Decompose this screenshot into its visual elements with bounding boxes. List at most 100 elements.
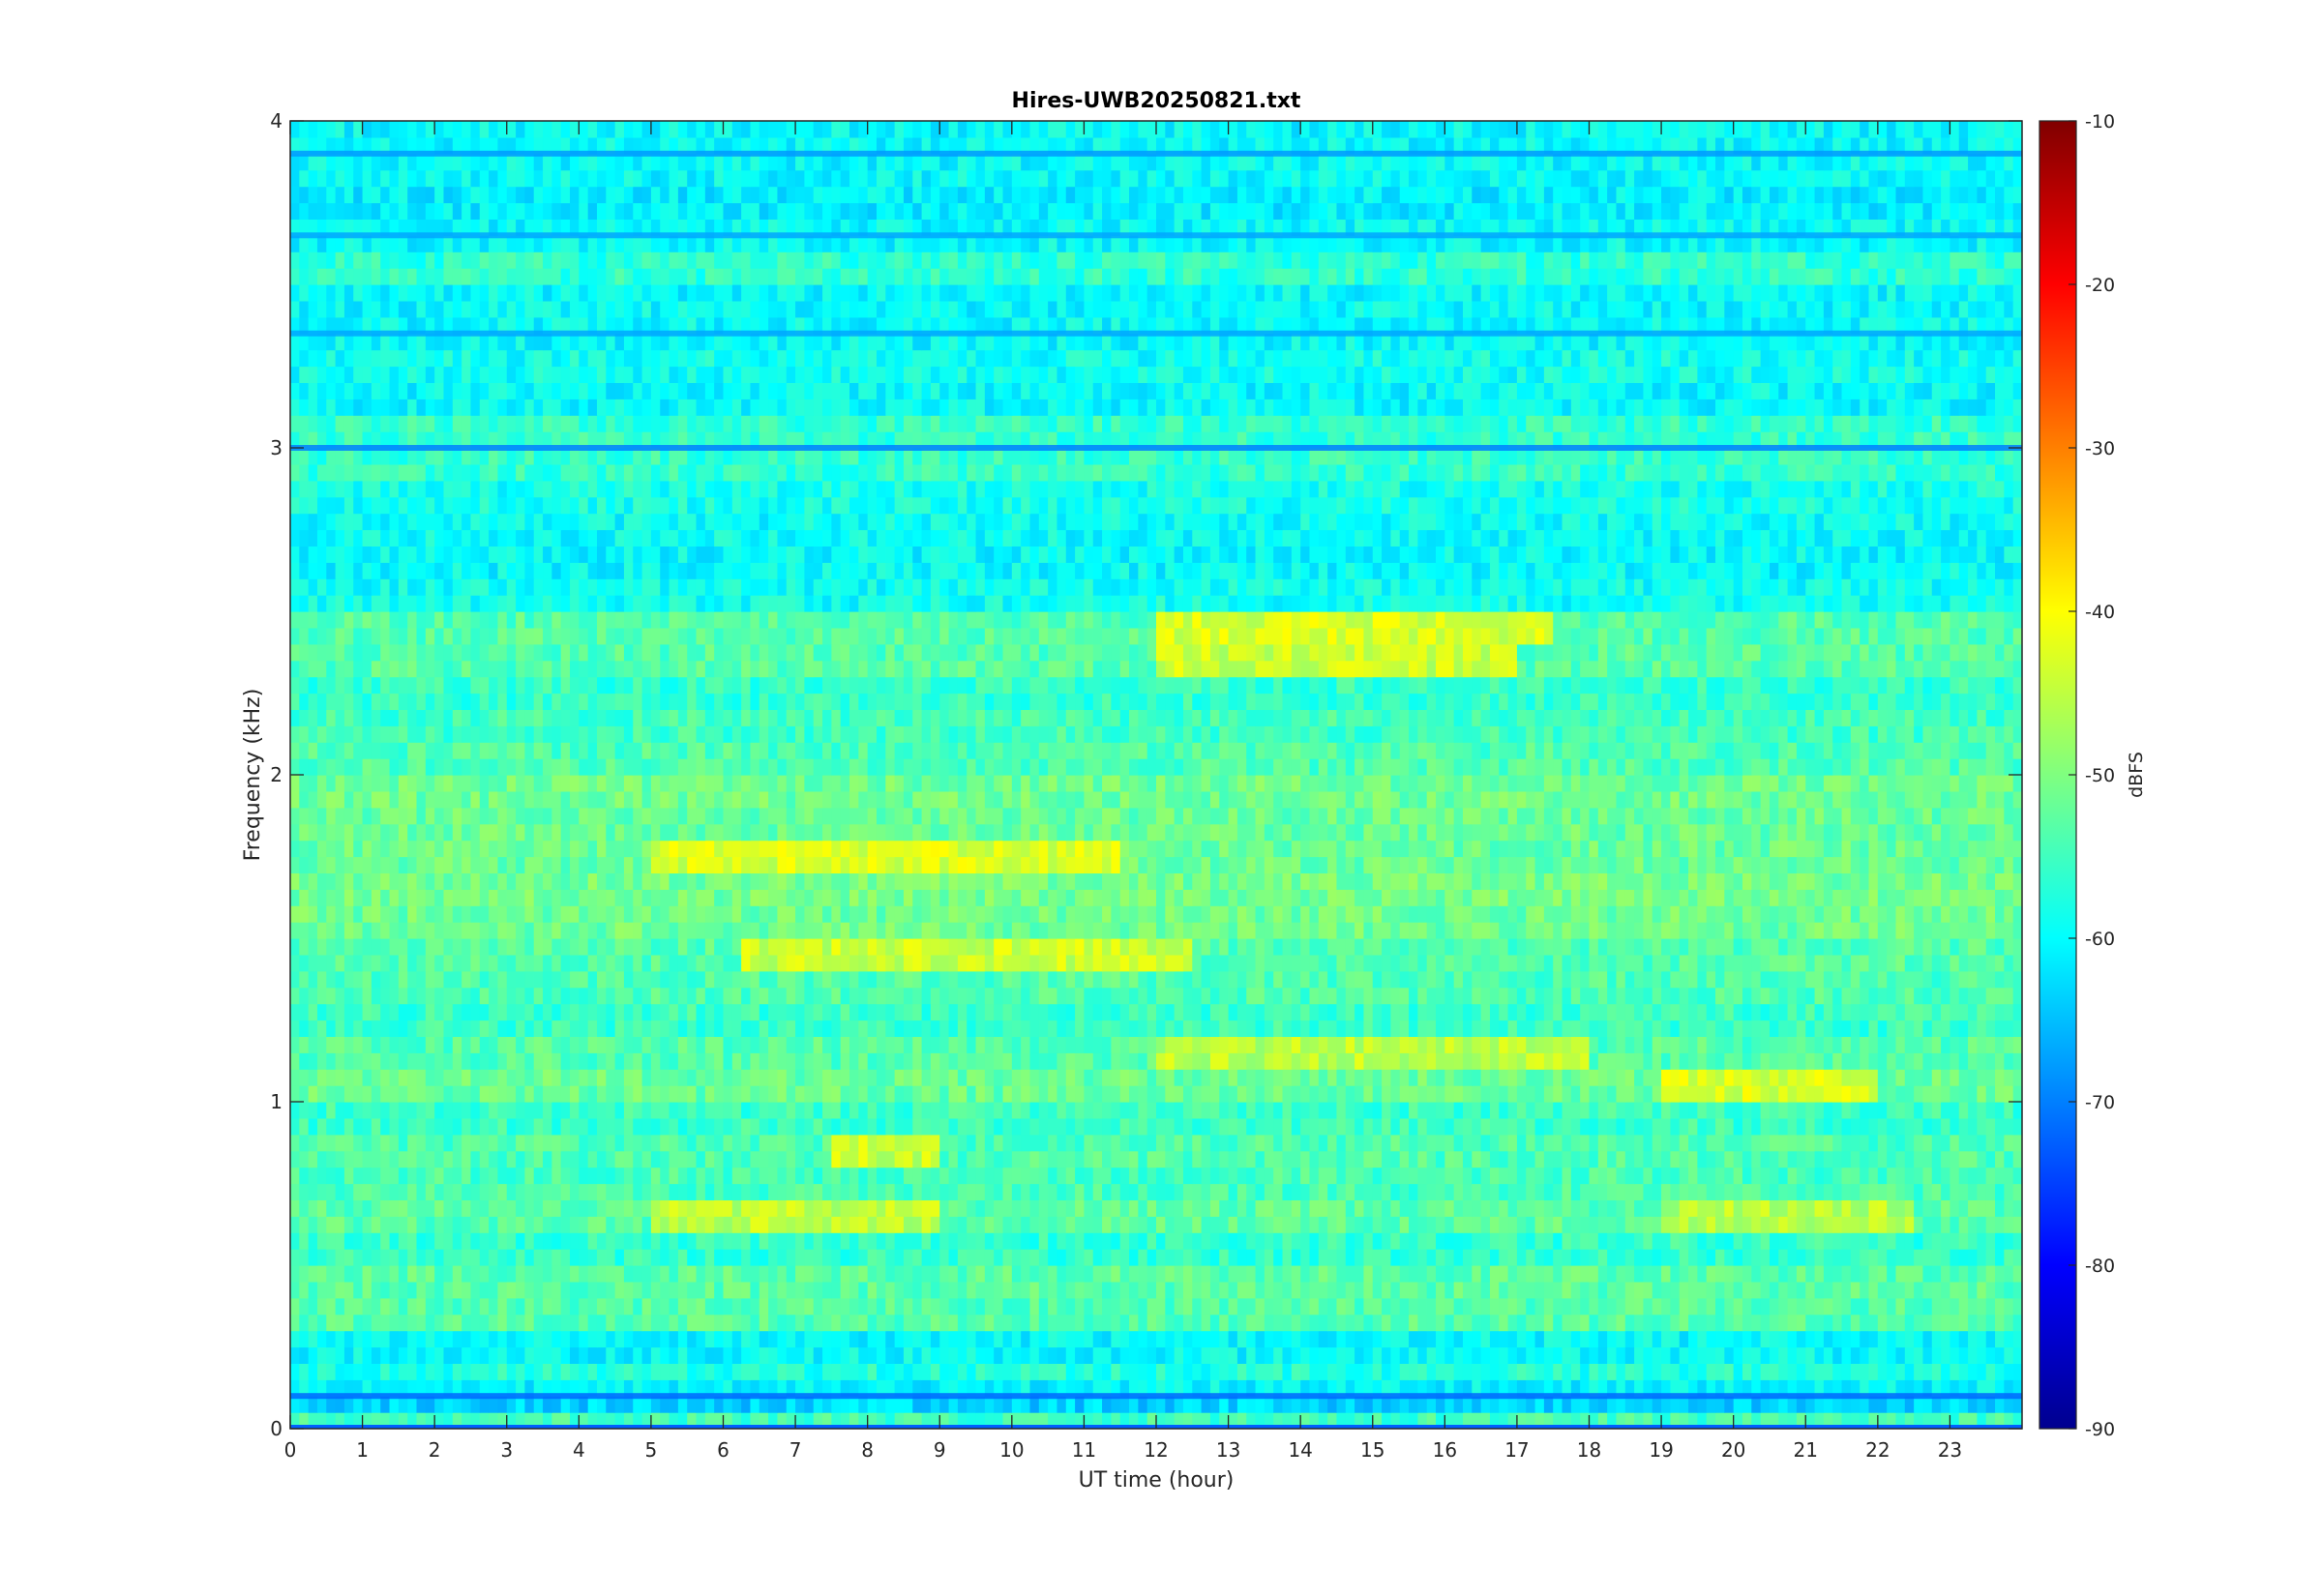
heatmap-cell: [1796, 1117, 1806, 1136]
heatmap-cell: [1796, 1249, 1806, 1266]
heatmap-cell: [1643, 1036, 1653, 1053]
heatmap-cell: [1643, 1052, 1653, 1070]
heatmap-cell: [1084, 1314, 1094, 1332]
heatmap-cell: [967, 1346, 977, 1364]
heatmap-cell: [1950, 1167, 1960, 1185]
heatmap-cell: [560, 1265, 571, 1283]
heatmap-cell: [2012, 1330, 2022, 1348]
heatmap-cell: [750, 1117, 760, 1136]
heatmap-cell: [1715, 1396, 1725, 1413]
heatmap-cell: [1092, 1003, 1103, 1021]
heatmap-cell: [614, 1265, 625, 1283]
heatmap-cell: [1318, 1412, 1328, 1429]
heatmap-cell: [1597, 1036, 1608, 1053]
heatmap-cell: [660, 1297, 670, 1315]
heatmap-cell: [1968, 1102, 1978, 1119]
heatmap-cell: [1914, 1020, 1924, 1037]
heatmap-cell: [912, 1412, 923, 1429]
heatmap-cell: [1850, 1085, 1861, 1103]
heatmap-cell: [1354, 1102, 1365, 1119]
heatmap-cell: [560, 1249, 571, 1266]
heatmap-cell: [1282, 1102, 1293, 1119]
heatmap-cell: [389, 1134, 400, 1152]
heatmap-cell: [1860, 1314, 1870, 1332]
heatmap-cell: [876, 1396, 886, 1413]
heatmap-cell: [1219, 1346, 1230, 1364]
heatmap-cell: [930, 1216, 940, 1233]
heatmap-cell: [1228, 1363, 1238, 1380]
heatmap-cell: [723, 1052, 733, 1070]
heatmap-cell: [1688, 1102, 1698, 1119]
heatmap-cell: [1688, 1346, 1698, 1364]
heatmap-cell: [1119, 1396, 1130, 1413]
heatmap-cell: [1832, 1052, 1843, 1070]
heatmap-cell: [1354, 1346, 1365, 1364]
heatmap-cell: [1914, 1379, 1924, 1397]
heatmap-cell: [650, 1265, 661, 1283]
heatmap-cell: [326, 1020, 337, 1037]
heatmap-cell: [290, 1216, 300, 1233]
heatmap-cell: [1904, 1117, 1915, 1136]
heatmap-cell: [723, 1379, 733, 1397]
heatmap-cell: [425, 1265, 435, 1283]
heatmap-cell: [1048, 1069, 1058, 1086]
heatmap-cell: [1570, 1363, 1581, 1380]
heatmap-cell: [831, 1199, 842, 1217]
heatmap-cell: [1228, 1330, 1238, 1348]
heatmap-cell: [1624, 1150, 1635, 1168]
heatmap-cell: [1733, 1085, 1743, 1103]
heatmap-cell: [1589, 1102, 1599, 1119]
heatmap-cell: [822, 1216, 832, 1233]
heatmap-cell: [479, 1232, 490, 1250]
heatmap-cell: [1805, 1363, 1816, 1380]
heatmap-cell: [470, 1379, 481, 1397]
heatmap-cell: [813, 1183, 823, 1200]
heatmap-cell: [389, 1085, 400, 1103]
heatmap-cell: [1065, 1069, 1076, 1086]
heatmap-cell: [894, 1249, 905, 1266]
heatmap-cell: [1436, 1036, 1445, 1053]
heatmap-cell: [1688, 1199, 1698, 1217]
heatmap-cell: [290, 1314, 300, 1332]
heatmap-cell: [1895, 1183, 1906, 1200]
heatmap-cell: [876, 1297, 886, 1315]
heatmap-cell: [506, 1330, 517, 1348]
heatmap-cell: [1354, 1167, 1365, 1185]
heatmap-cell: [1309, 1297, 1320, 1315]
heatmap-cell: [1958, 1003, 1969, 1021]
heatmap-cell: [641, 1003, 652, 1021]
heatmap-cell: [533, 1412, 544, 1429]
heatmap-cell: [1417, 1330, 1428, 1348]
heatmap-cell: [669, 1199, 679, 1217]
heatmap-cell: [1426, 1150, 1437, 1168]
heatmap-cell: [1462, 1134, 1473, 1152]
heatmap-cell: [1119, 1379, 1130, 1397]
heatmap-cell: [903, 1052, 913, 1070]
heatmap-cell: [1877, 1363, 1888, 1380]
heatmap-cell: [984, 1052, 995, 1070]
heatmap-cell: [1715, 1249, 1725, 1266]
heatmap-cell: [1372, 1265, 1383, 1283]
heatmap-cell: [804, 1412, 815, 1429]
heatmap-cell: [669, 1167, 679, 1185]
heatmap-cell: [606, 1249, 616, 1266]
spectrogram-heatmap: [290, 121, 2022, 1429]
heatmap-cell: [497, 1249, 508, 1266]
heatmap-cell: [2004, 1069, 2014, 1086]
heatmap-cell: [1255, 1216, 1265, 1233]
heatmap-cell: [1174, 1069, 1184, 1086]
heatmap-cell: [1219, 1265, 1230, 1283]
heatmap-cell: [461, 1379, 472, 1397]
heatmap-cell: [1318, 1265, 1328, 1283]
heatmap-cell: [389, 1069, 400, 1086]
heatmap-cell: [714, 1314, 725, 1332]
heatmap-cell: [741, 1216, 752, 1233]
heatmap-cell: [1643, 1265, 1653, 1283]
heatmap-cell: [1733, 1117, 1743, 1136]
heatmap-cell: [750, 1199, 760, 1217]
heatmap-cell: [1841, 1249, 1852, 1266]
heatmap-cell: [1724, 1314, 1735, 1332]
heatmap-cell: [795, 1003, 805, 1021]
heatmap-cell: [1345, 1330, 1355, 1348]
heatmap-cell: [1697, 1232, 1708, 1250]
